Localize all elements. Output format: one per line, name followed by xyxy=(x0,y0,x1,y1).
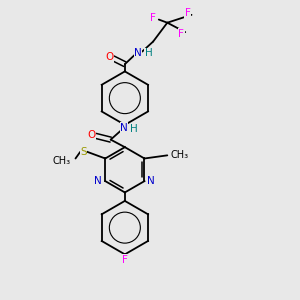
Text: H: H xyxy=(130,124,138,134)
Text: CH₃: CH₃ xyxy=(53,156,71,166)
Text: N: N xyxy=(148,176,155,186)
Text: H: H xyxy=(145,48,152,58)
Text: N: N xyxy=(94,176,102,186)
Text: N: N xyxy=(120,123,128,133)
Text: F: F xyxy=(185,8,191,18)
Text: O: O xyxy=(105,52,113,62)
Text: CH₃: CH₃ xyxy=(171,150,189,160)
Text: O: O xyxy=(88,130,96,140)
Text: S: S xyxy=(80,147,87,157)
Text: F: F xyxy=(150,13,156,23)
Text: N: N xyxy=(134,48,142,58)
Text: F: F xyxy=(122,255,128,265)
Text: F: F xyxy=(178,29,184,39)
